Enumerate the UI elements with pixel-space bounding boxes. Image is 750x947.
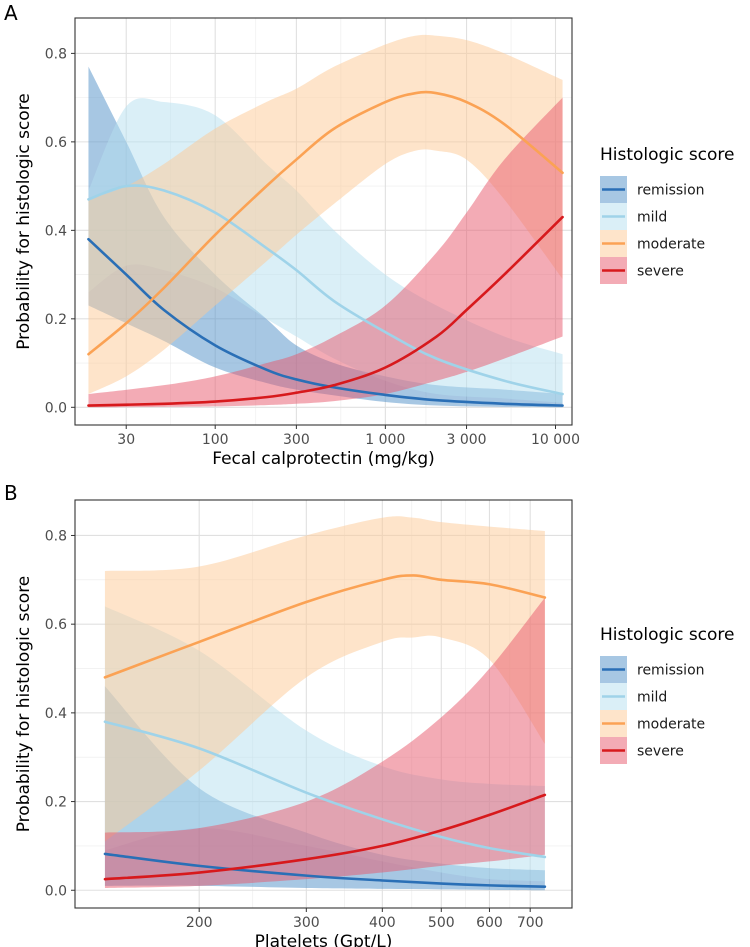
ci-band-remission [88,66,563,408]
legend-label-mild: mild [637,210,667,226]
legend-label-remission: remission [637,183,705,199]
plot-border [74,499,573,909]
y-tick-label: 0.6 [45,617,67,633]
legend-label-severe: severe [637,264,684,280]
y-tick-label: 0.2 [45,312,67,328]
series-line-severe [87,215,564,407]
legend-label-remission: remission [637,663,705,679]
ci-band-moderate [104,516,545,842]
x-tick-label: 600 [476,915,503,931]
legend: Histologic score remission mild moderate sev… [600,145,735,284]
legend-label-severe: severe [637,744,684,760]
plot-area [103,516,547,891]
x-tick-label: 300 [293,915,320,931]
series-line-moderate [103,574,547,679]
series-line-severe [103,793,547,881]
y-tick-label: 0.0 [45,400,67,416]
x-tick-label: 10 000 [531,432,580,448]
plot-border [74,17,573,426]
ci-band-moderate [88,34,563,395]
y-tick-label: 0.6 [45,135,67,151]
y-tick-label: 0.4 [45,706,67,722]
legend-label-mild: mild [637,690,667,706]
x-tick-label: 100 [202,432,229,448]
series-line-mild [103,720,547,859]
x-tick-label: 500 [428,915,455,931]
panel-a: A 0.0 0.2 0.4 0.6 0.8 30 100 300 1 000 3 000 10 00… [4,1,735,469]
x-tick-label: 400 [369,915,396,931]
legend: Histologic score remission mild moderate sev… [600,625,735,764]
series-line-moderate [87,90,564,356]
x-tick-label: 1 000 [365,432,405,448]
series-line-remission [103,852,547,889]
legend-label-moderate: moderate [637,717,705,733]
x-tick-label: 3 000 [446,432,486,448]
y-axis-title: Probability for histologic score [14,576,34,833]
x-tick-label: 300 [283,432,310,448]
y-axis-title: Probability for histologic score [14,93,34,350]
y-tick-label: 0.8 [45,46,67,62]
x-axis-title: Platelets (Gpt/L) [255,932,393,947]
series-line-mild [87,184,564,396]
x-tick-label: 200 [186,915,213,931]
y-tick-label: 0.2 [45,795,67,811]
x-axis-title: Fecal calprotectin (mg/kg) [212,449,435,469]
panel-b-letter: B [4,481,18,505]
x-tick-label: 700 [517,915,544,931]
legend-title: Histologic score [600,625,735,645]
plot-area [87,34,564,408]
panel-a-letter: A [4,1,18,25]
panel-b: B 0.0 0.2 0.4 0.6 0.8 200 300 400 500 600 700 Plate… [4,481,735,947]
x-tick-label: 30 [117,432,135,448]
y-tick-label: 0.0 [45,883,67,899]
y-tick-label: 0.8 [45,528,67,544]
legend-label-moderate: moderate [637,237,705,253]
ci-band-severe [104,597,545,889]
y-tick-label: 0.4 [45,223,67,239]
legend-title: Histologic score [600,145,735,165]
